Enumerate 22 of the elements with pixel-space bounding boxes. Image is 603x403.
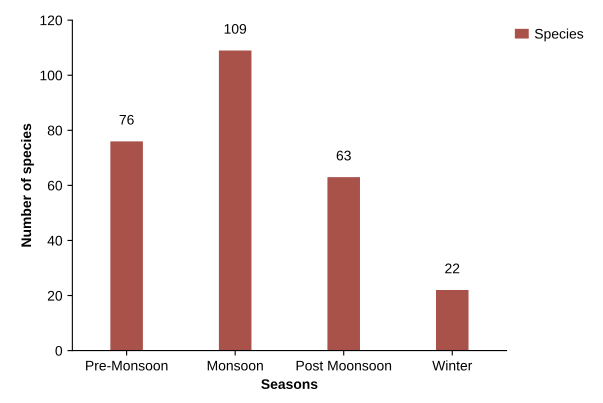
legend-label: Species (534, 28, 584, 42)
y-tick-label: 100 (40, 70, 62, 80)
bar (110, 141, 143, 351)
y-tick-label: 60 (48, 180, 62, 191)
y-tick-label: 20 (48, 290, 62, 301)
x-tick-label: Winter (432, 360, 472, 371)
y-tick-label: 0 (55, 346, 62, 356)
x-tick-label: Monsoon (208, 360, 263, 371)
y-tick-label: 120 (40, 15, 62, 26)
x-tick-label: Pre-Monsoon (86, 360, 168, 371)
data-label: 109 (224, 24, 246, 34)
y-tick-label: 80 (48, 126, 62, 136)
data-label: 76 (120, 114, 134, 125)
data-label: 63 (336, 150, 351, 160)
data-label: 22 (445, 264, 460, 274)
y-axis-title: Number of species (20, 124, 34, 247)
bar (218, 50, 252, 351)
y-tick-label: 40 (48, 236, 62, 246)
x-axis-title: Seasons (261, 379, 318, 390)
x-tick-label: Post Moonsoon (296, 360, 392, 371)
bar (436, 290, 469, 351)
bar (327, 177, 360, 351)
